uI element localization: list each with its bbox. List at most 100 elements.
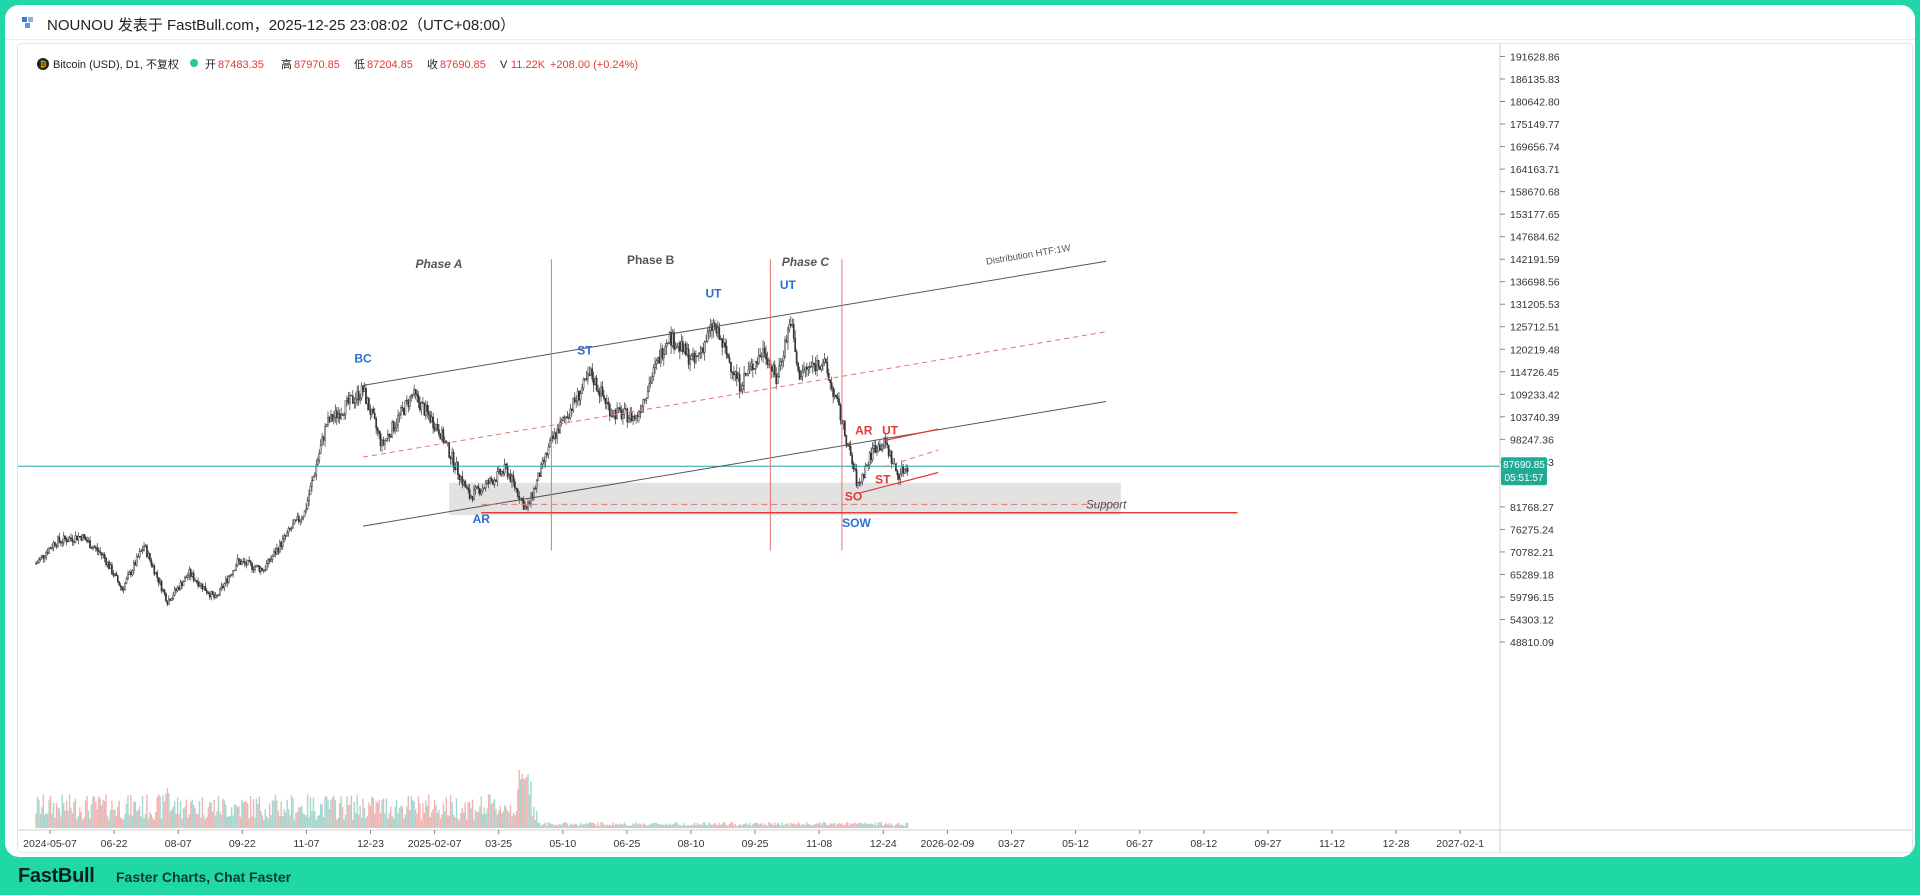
volume-bar <box>791 823 793 828</box>
volume-bar <box>787 823 789 828</box>
volume-bar <box>676 822 678 828</box>
volume-bar <box>51 813 53 828</box>
volume-bar <box>338 803 341 828</box>
price-tick-label: 136698.56 <box>1510 277 1560 289</box>
candle <box>265 559 268 571</box>
price-tick-label: 109233.42 <box>1510 389 1560 401</box>
wyckoff-event-label: AR <box>855 423 873 437</box>
candle <box>719 335 722 341</box>
volume-bar <box>355 813 357 828</box>
volume-bar <box>92 796 94 828</box>
fastbull-logo[interactable]: FastBull <box>18 865 95 887</box>
volume-bar <box>736 825 738 828</box>
chart-frame[interactable]: Phase A Phase B Phase C BC AR ST UT UT SOW AR UT ST… <box>17 43 1913 853</box>
candle <box>413 384 415 398</box>
channel-upper-line[interactable] <box>362 260 1107 386</box>
candle <box>741 381 744 395</box>
candle <box>470 494 472 499</box>
volume-bar <box>893 825 896 828</box>
candle <box>189 567 192 581</box>
channel-lower-line[interactable] <box>362 401 1107 527</box>
volume-bar <box>774 822 776 828</box>
candle <box>754 360 757 375</box>
volume-bar <box>336 819 338 828</box>
candle <box>419 396 421 413</box>
volume-bar <box>492 802 494 828</box>
price-chart[interactable]: Phase A Phase B Phase C BC AR ST UT UT SOW AR UT ST… <box>18 44 1912 852</box>
volume-bar <box>417 796 420 828</box>
volume-bar <box>63 803 65 828</box>
price-axis[interactable]: 191628.86 186135.83 180642.80 175149.77 1696… <box>1499 44 1560 852</box>
candle <box>423 402 426 417</box>
volume-bar <box>809 824 811 828</box>
volume-bar <box>379 812 382 828</box>
volume-bar <box>828 824 830 828</box>
volume-bar <box>566 823 569 828</box>
volume-bar <box>876 825 878 828</box>
candle <box>163 589 166 597</box>
volume-bar <box>565 822 567 828</box>
volume-bar <box>861 823 864 828</box>
volume-bar <box>701 825 703 828</box>
candle <box>620 405 623 421</box>
volume-bar <box>737 825 739 828</box>
candle <box>833 388 836 400</box>
candle <box>351 390 354 404</box>
volume-bar <box>530 781 532 828</box>
volume-bar <box>749 822 751 828</box>
candle <box>576 387 579 406</box>
volume-bar <box>83 817 85 828</box>
candle <box>277 546 280 555</box>
mini-channel-upper[interactable] <box>884 428 939 442</box>
volume-bar <box>464 802 466 828</box>
candle <box>433 421 436 433</box>
candle <box>693 350 696 369</box>
candle <box>825 357 827 364</box>
time-axis[interactable]: 2024-05-07 06-22 08-07 09-22 11-07 12-23 2025-… <box>18 829 1912 850</box>
volume-bar <box>851 824 853 828</box>
candle <box>325 424 328 428</box>
channel-mid-line[interactable] <box>362 331 1107 458</box>
candle <box>254 564 256 573</box>
volume-bar <box>277 811 280 828</box>
candle <box>773 360 776 378</box>
candle <box>242 557 245 564</box>
volume-bar <box>238 806 240 828</box>
symbol-name: Bitcoin (USD), D1, 不复权 <box>53 57 179 71</box>
candle <box>753 368 756 370</box>
mini-channel-mid[interactable] <box>884 449 939 468</box>
candle <box>125 576 128 585</box>
mini-channel-lower[interactable] <box>857 471 939 494</box>
time-tick-label: 05-10 <box>549 838 576 850</box>
price-tick-label: 48810.09 <box>1510 637 1554 649</box>
volume-bar <box>299 807 301 828</box>
volume-bar <box>46 813 49 828</box>
high-value: 87970.85 <box>294 59 340 71</box>
volume-bar <box>868 824 871 828</box>
volume-bar <box>74 798 77 828</box>
candle <box>667 342 670 345</box>
volume-bar <box>159 796 161 828</box>
candle <box>692 347 694 361</box>
volume-bar <box>247 803 249 828</box>
candle <box>405 395 408 405</box>
volume-bar <box>286 799 288 828</box>
candle <box>756 357 759 368</box>
price-tick-label: 98247.36 <box>1510 434 1554 446</box>
candle <box>157 577 160 587</box>
candle <box>876 445 878 456</box>
price-tick-label: 120219.48 <box>1510 344 1560 356</box>
volume-bar <box>610 825 612 828</box>
candle <box>478 488 481 497</box>
volume-bar <box>902 825 904 828</box>
volume-bar <box>584 824 586 828</box>
candle <box>610 408 613 418</box>
candle <box>116 574 119 584</box>
volume-bar <box>455 798 458 828</box>
volume-bar <box>287 809 290 828</box>
candle <box>203 586 205 590</box>
price-tick-label: 54303.12 <box>1510 615 1554 627</box>
time-tick-label: 2027-02-1 <box>1436 838 1484 850</box>
candle <box>430 411 433 423</box>
candle <box>278 539 281 554</box>
